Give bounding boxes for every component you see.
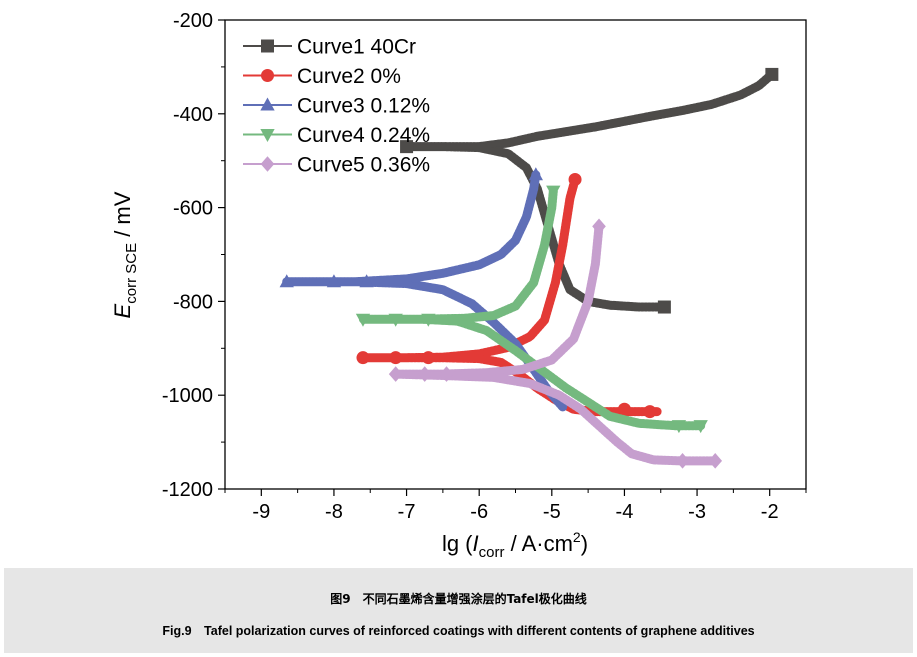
legend-marker (260, 128, 275, 142)
x-axis-title: lg (Icorr / A·cm2) (442, 529, 588, 561)
series-5-core (393, 223, 718, 464)
series-2-marker (356, 351, 370, 365)
x-axis-title-var: I (473, 531, 479, 556)
series-5 (388, 218, 723, 469)
legend-entry-4: Curve4 0.24% (243, 124, 430, 147)
y-axis-title-unit: / mV (110, 191, 135, 243)
legend-entry-2: Curve2 0% (243, 65, 401, 88)
legend-label: Curve4 0.24% (297, 124, 430, 147)
series-3-marker (528, 167, 543, 181)
x-tick-label: -2 (761, 501, 779, 523)
series-2-marker (643, 405, 657, 419)
series-1-marker (765, 67, 779, 81)
series-3-marker (326, 274, 342, 288)
series-4-marker (671, 420, 687, 434)
x-axis-title-unit: / A·cm (504, 531, 572, 556)
series-1 (400, 67, 779, 314)
caption-english: Fig.9 Tafel polarization curves of reinf… (162, 624, 755, 638)
legend-entry-1: Curve1 40Cr (243, 36, 416, 59)
series-1-core (404, 71, 775, 310)
series-4 (355, 185, 708, 434)
legend-label: Curve3 0.12% (297, 95, 430, 118)
series-4-marker (355, 313, 371, 327)
x-tick-label: -5 (543, 501, 561, 523)
legend-entry-5: Curve5 0.36% (243, 154, 430, 177)
x-tick-label: -6 (470, 501, 488, 523)
caption-band: 图9 不同石墨烯含量增强涂层的Tafel极化曲线 Fig.9 Tafel pol… (4, 568, 913, 653)
y-tick-label: -800 (173, 291, 213, 313)
series-4-marker (546, 185, 561, 199)
series-2-marker (421, 351, 435, 365)
series-2-marker (617, 402, 631, 416)
series-1-marker (657, 300, 671, 314)
series-2-marker (568, 172, 582, 186)
series-2-marker (389, 351, 403, 365)
legend-label: Curve2 0% (297, 65, 401, 88)
series-4-core (360, 188, 704, 429)
series-3 (279, 167, 568, 412)
x-axis-title-prefix: lg ( (442, 531, 473, 556)
series-5-marker (417, 366, 432, 382)
x-tick-label: -7 (398, 501, 416, 523)
tafel-chart: -9 -8 -7 -6 -5 -4 -3 -2 -200 -400 -600 -800 -1000 -12… (110, 10, 807, 561)
legend-marker (261, 69, 274, 82)
y-tick-label: -1200 (162, 479, 213, 501)
x-tick-label: -9 (252, 501, 270, 523)
series-5-marker (708, 453, 723, 469)
x-axis-title-sup: 2 (573, 529, 581, 545)
x-tick-label: -8 (325, 501, 343, 523)
y-axis-title-sub: corr SCE (123, 243, 140, 304)
x-tick-label: -3 (688, 501, 706, 523)
series-1-marker (400, 140, 414, 154)
x-tick-label: -4 (616, 501, 634, 523)
y-tick-label: -400 (173, 104, 213, 126)
series-5-marker (439, 366, 454, 382)
series-3-marker (359, 274, 374, 288)
series-4-marker (421, 313, 436, 327)
caption-chinese: 图9 不同石墨烯含量增强涂层的Tafel极化曲线 (330, 592, 587, 606)
y-axis-title-var: E (110, 303, 135, 318)
y-axis-title: Ecorr SCE / mV (110, 191, 140, 318)
y-tick-label: -600 (173, 198, 213, 220)
y-tick-label: -200 (173, 10, 213, 32)
series-5-marker (388, 366, 403, 382)
series-3-marker (279, 274, 294, 288)
legend-entry-3: Curve3 0.12% (243, 95, 430, 118)
y-tick-label: -1000 (162, 385, 213, 407)
legend-marker (260, 156, 275, 172)
legend-label: Curve1 40Cr (297, 36, 416, 59)
legend-label: Curve5 0.36% (297, 154, 430, 177)
legend-marker (260, 97, 275, 111)
plot-area-frame (224, 19, 807, 490)
x-axis-title-sub: corr (479, 544, 505, 561)
series-5-marker (592, 218, 606, 235)
series-4-marker (693, 420, 708, 434)
legend-marker (261, 39, 274, 53)
series-4-marker (388, 313, 403, 327)
x-axis-title-close: ) (581, 531, 588, 556)
series-5-marker (675, 453, 690, 469)
